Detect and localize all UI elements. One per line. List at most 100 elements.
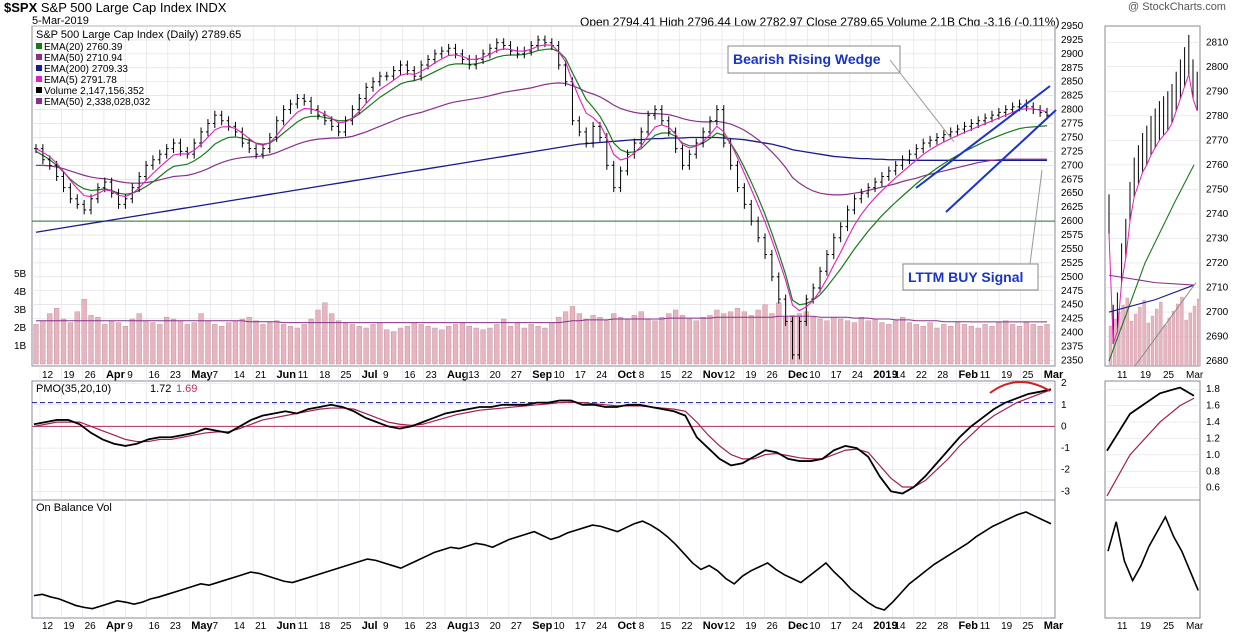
lttm-label-box xyxy=(902,263,1039,291)
volume-bar xyxy=(604,320,610,365)
zoom-volume-bar xyxy=(1159,301,1163,367)
price-x-tick: 26 xyxy=(767,370,779,381)
zoom-pmo-panel xyxy=(1104,380,1201,501)
volume-bar xyxy=(611,313,617,365)
lttm-pointer xyxy=(1029,169,1043,265)
price-y-tick: 2725 xyxy=(1061,146,1084,157)
legend-swatch xyxy=(36,98,42,104)
watermark: @ StockCharts.com xyxy=(1128,1,1226,13)
price-x-tick: 17 xyxy=(575,370,587,381)
price-x-tick: 25 xyxy=(340,370,352,381)
obv-x-tick: 14 xyxy=(895,621,907,632)
volume-bar xyxy=(817,318,823,365)
volume-bar xyxy=(707,315,713,365)
volume-bar xyxy=(741,311,747,365)
obv-x-tick: 9 xyxy=(383,621,389,632)
zoom-x-tick: Mar xyxy=(1186,370,1204,381)
volume-bar xyxy=(714,309,720,365)
price-x-tick: May xyxy=(191,369,213,381)
volume-bar xyxy=(432,327,438,365)
volume-bar xyxy=(1016,326,1023,365)
zoom-volume-bar xyxy=(1138,306,1142,367)
zoom-ema50-line xyxy=(1108,274,1195,286)
volume-bar xyxy=(287,326,294,365)
volume-bar xyxy=(755,309,761,365)
zoom-price-y-tick: 2780 xyxy=(1206,111,1229,122)
obv-x-tick: 24 xyxy=(852,621,864,632)
obv-x-tick: 24 xyxy=(596,621,608,632)
volume-bar xyxy=(906,322,913,365)
volume-bar xyxy=(88,315,94,365)
volume-bar xyxy=(521,327,527,365)
pmo-y-tick: 2 xyxy=(1061,378,1067,389)
price-x-tick: Jun xyxy=(276,369,296,381)
price-y-tick: 2625 xyxy=(1061,202,1084,213)
obv-x-tick: 20 xyxy=(490,621,502,632)
volume-bar xyxy=(239,318,245,365)
ema200-line xyxy=(35,136,1047,233)
volume-bar xyxy=(617,317,624,365)
volume-bar xyxy=(975,327,981,365)
zoom-obv-x-tick: 25 xyxy=(1163,621,1175,632)
price-x-tick: 9 xyxy=(383,370,389,381)
obv-x-tick: Jun xyxy=(276,620,296,632)
price-y-tick: 2675 xyxy=(1061,174,1084,185)
volume-bar xyxy=(920,326,926,365)
volume-bar xyxy=(1030,324,1036,365)
volume-bar xyxy=(824,320,830,365)
volume-bar xyxy=(377,322,383,365)
wedge-label: Bearish Rising Wedge xyxy=(733,51,881,67)
price-x-tick: 22 xyxy=(681,370,693,381)
price-x-tick: 22 xyxy=(916,370,928,381)
obv-x-tick: 9 xyxy=(127,621,133,632)
volume-bar xyxy=(679,315,686,365)
price-y-tick: 2550 xyxy=(1061,244,1084,255)
volume-bar xyxy=(507,326,514,365)
obv-x-tick: 19 xyxy=(745,621,757,632)
zoom-obv-x-tick: Mar xyxy=(1186,621,1204,632)
volume-bar xyxy=(913,324,919,365)
volume-bar xyxy=(219,326,225,365)
zoom-volume-bar xyxy=(1146,322,1150,367)
zoom-obv-line xyxy=(1107,515,1199,591)
obv-x-tick: 26 xyxy=(767,621,779,632)
volume-bar xyxy=(659,317,665,365)
legend-item: EMA(50) 2,338,028,032 xyxy=(44,97,151,108)
obv-title: On Balance Vol xyxy=(36,502,112,514)
volume-bar xyxy=(129,318,135,365)
zoom-price-y-tick: 2710 xyxy=(1206,283,1229,294)
volume-bar xyxy=(102,324,108,365)
pmo-line xyxy=(33,388,1052,495)
volume-bar xyxy=(33,324,39,365)
price-x-tick: 13 xyxy=(468,370,480,381)
zoom-volume-bar xyxy=(1121,304,1125,367)
price-y-tick: 2750 xyxy=(1061,132,1084,143)
volume-bar xyxy=(562,311,569,365)
obv-line xyxy=(33,511,1052,611)
volume-bar xyxy=(356,326,362,365)
volume-bar xyxy=(122,326,129,365)
wedge-label-box xyxy=(727,45,901,74)
zoom-x-tick: 19 xyxy=(1140,370,1152,381)
legend-item: EMA(5) 2791.78 xyxy=(44,75,117,86)
obv-x-tick: 10 xyxy=(554,621,566,632)
zoom-price-y-tick: 2690 xyxy=(1206,332,1229,343)
price-y-tick: 2450 xyxy=(1061,300,1084,311)
volume-bar xyxy=(1010,324,1016,365)
zoom-pointer-line xyxy=(1134,282,1197,367)
volume-bar xyxy=(349,324,355,365)
volume-bar xyxy=(528,324,534,365)
volume-bar xyxy=(1037,326,1043,365)
price-x-tick: 24 xyxy=(596,370,608,381)
wedge-upper-line xyxy=(915,85,1051,189)
zoom-obv-x-tick: 11 xyxy=(1117,621,1128,632)
volume-bar xyxy=(150,322,156,365)
volume-bar xyxy=(728,311,734,365)
volume-bar xyxy=(941,324,947,365)
volume-ema50-line xyxy=(36,315,1047,324)
pmo-y-tick: -2 xyxy=(1061,465,1070,476)
volume-bar xyxy=(246,317,252,365)
volume-bar xyxy=(624,318,631,365)
legend-item: Volume 2,147,156,352 xyxy=(44,86,145,97)
